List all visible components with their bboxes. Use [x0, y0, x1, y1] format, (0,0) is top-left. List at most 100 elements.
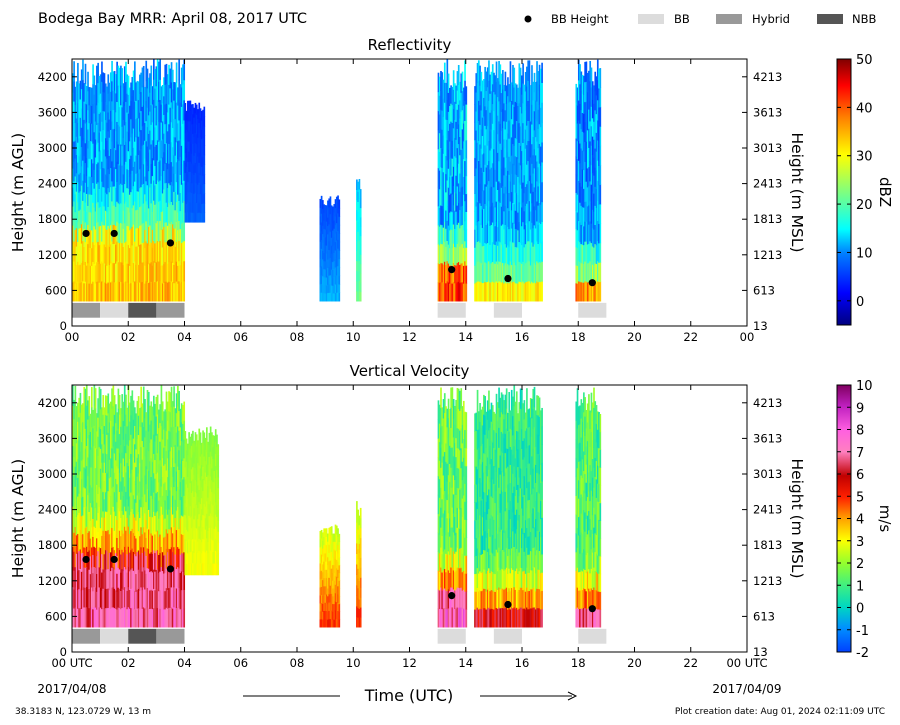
- reflectivity-cell: [540, 262, 542, 283]
- vertical-velocity-cell: [90, 387, 93, 408]
- reflectivity-cell: [168, 104, 170, 125]
- vertical-velocity-cell: [130, 607, 132, 628]
- reflectivity-cell: [128, 123, 131, 142]
- reflectivity-cell: [333, 236, 336, 245]
- vertical-velocity-cell: [494, 520, 497, 539]
- reflectivity-cell: [99, 187, 102, 207]
- vertical-velocity-cell: [103, 590, 106, 610]
- vertical-velocity-cell: [173, 566, 175, 588]
- vertical-velocity-cell: [106, 607, 108, 628]
- reflectivity-cell: [491, 182, 494, 203]
- vertical-velocity-cell: [146, 567, 149, 588]
- vertical-velocity-cell: [132, 457, 135, 477]
- reflectivity-cell: [139, 187, 141, 208]
- reflectivity-cell: [595, 207, 598, 227]
- vertical-velocity-cell: [475, 448, 478, 467]
- vertical-velocity-cell: [488, 567, 490, 589]
- reflectivity-cell: [130, 82, 132, 102]
- reflectivity-cell: [522, 63, 524, 84]
- vertical-velocity-cell: [441, 480, 444, 500]
- vertical-velocity-cell: [128, 458, 131, 478]
- reflectivity-cell: [107, 187, 110, 207]
- vertical-velocity-cell: [209, 525, 212, 539]
- reflectivity-cell: [189, 130, 192, 142]
- reflectivity-cell: [140, 205, 143, 226]
- vertical-velocity-cell: [452, 570, 455, 590]
- reflectivity-cell: [447, 206, 450, 226]
- reflectivity-cell: [480, 262, 483, 283]
- reflectivity-cell: [486, 242, 489, 263]
- vertical-velocity-cell: [213, 528, 216, 541]
- reflectivity-cell: [325, 221, 328, 230]
- vertical-velocity-cell: [127, 606, 130, 628]
- reflectivity-cell: [322, 275, 324, 285]
- vertical-velocity-cell: [462, 476, 465, 496]
- reflectivity-cell: [590, 262, 593, 283]
- vertical-velocity-cell: [163, 483, 165, 502]
- reflectivity-cell: [200, 166, 203, 177]
- reflectivity-cell: [359, 207, 362, 218]
- vertical-velocity-cell: [443, 549, 446, 569]
- reflectivity-cell: [476, 122, 479, 143]
- reflectivity-cell: [113, 186, 116, 206]
- reflectivity-cell: [146, 184, 149, 205]
- reflectivity-cell: [447, 187, 450, 207]
- reflectivity-cell: [585, 61, 588, 82]
- reflectivity-cell: [154, 262, 156, 283]
- vertical-velocity-cell: [82, 589, 84, 609]
- x-tick-label: 20: [627, 330, 642, 344]
- reflectivity-cell: [163, 77, 165, 97]
- vertical-velocity-cell: [90, 607, 93, 628]
- reflectivity-cell: [188, 110, 190, 122]
- vertical-velocity-cell: [474, 431, 476, 450]
- vertical-velocity-cell: [126, 407, 129, 427]
- vertical-velocity-cell: [481, 461, 484, 481]
- vertical-velocity-cell: [329, 576, 332, 586]
- vertical-velocity-cell: [132, 419, 135, 439]
- reflectivity-cell: [194, 142, 197, 154]
- reflectivity-cell: [101, 181, 103, 202]
- vertical-velocity-cell: [113, 569, 116, 589]
- reflectivity-cell: [188, 100, 190, 112]
- vertical-velocity-cell: [476, 587, 479, 608]
- vertical-velocity-cell: [149, 497, 151, 517]
- vertical-velocity-cell: [153, 511, 155, 532]
- reflectivity-cell: [447, 130, 450, 150]
- reflectivity-cell: [177, 265, 179, 284]
- reflectivity-cell: [179, 156, 182, 175]
- vertical-velocity-cell: [179, 608, 182, 628]
- vertical-velocity-cell: [333, 549, 336, 558]
- reflectivity-cell: [72, 206, 74, 226]
- vertical-velocity-cell: [498, 427, 500, 448]
- reflectivity-cell: [500, 244, 503, 264]
- reflectivity-cell: [598, 223, 600, 244]
- vertical-velocity-cell: [489, 608, 492, 628]
- vertical-velocity-cell: [175, 393, 178, 414]
- vertical-velocity-cell: [92, 518, 94, 537]
- reflectivity-cell: [583, 207, 585, 227]
- reflectivity-cell: [169, 242, 172, 263]
- reflectivity-cell: [169, 184, 172, 205]
- reflectivity-cell: [137, 191, 140, 210]
- reflectivity-cell: [99, 225, 102, 245]
- reflectivity-cell: [168, 261, 170, 282]
- reflectivity-cell: [75, 118, 78, 137]
- vertical-velocity-cell: [356, 553, 358, 565]
- vertical-velocity-cell: [462, 495, 465, 515]
- reflectivity-cell: [190, 163, 193, 174]
- reflectivity-cell: [149, 111, 151, 131]
- vertical-velocity-cell: [112, 506, 115, 527]
- vertical-velocity-cell: [168, 450, 170, 471]
- vertical-velocity-cell: [153, 530, 155, 551]
- reflectivity-cell: [160, 157, 163, 177]
- reflectivity-cell: [479, 104, 481, 125]
- reflectivity-cell: [322, 250, 324, 260]
- vertical-velocity-cell: [165, 509, 168, 530]
- reflectivity-cell: [198, 112, 201, 124]
- reflectivity-cell: [149, 206, 151, 226]
- reflectivity-cell: [450, 85, 452, 104]
- reflectivity-cell: [513, 223, 516, 244]
- vertical-velocity-cell: [443, 588, 446, 608]
- reflectivity-cell: [322, 284, 324, 294]
- vertical-velocity-cell: [437, 513, 440, 534]
